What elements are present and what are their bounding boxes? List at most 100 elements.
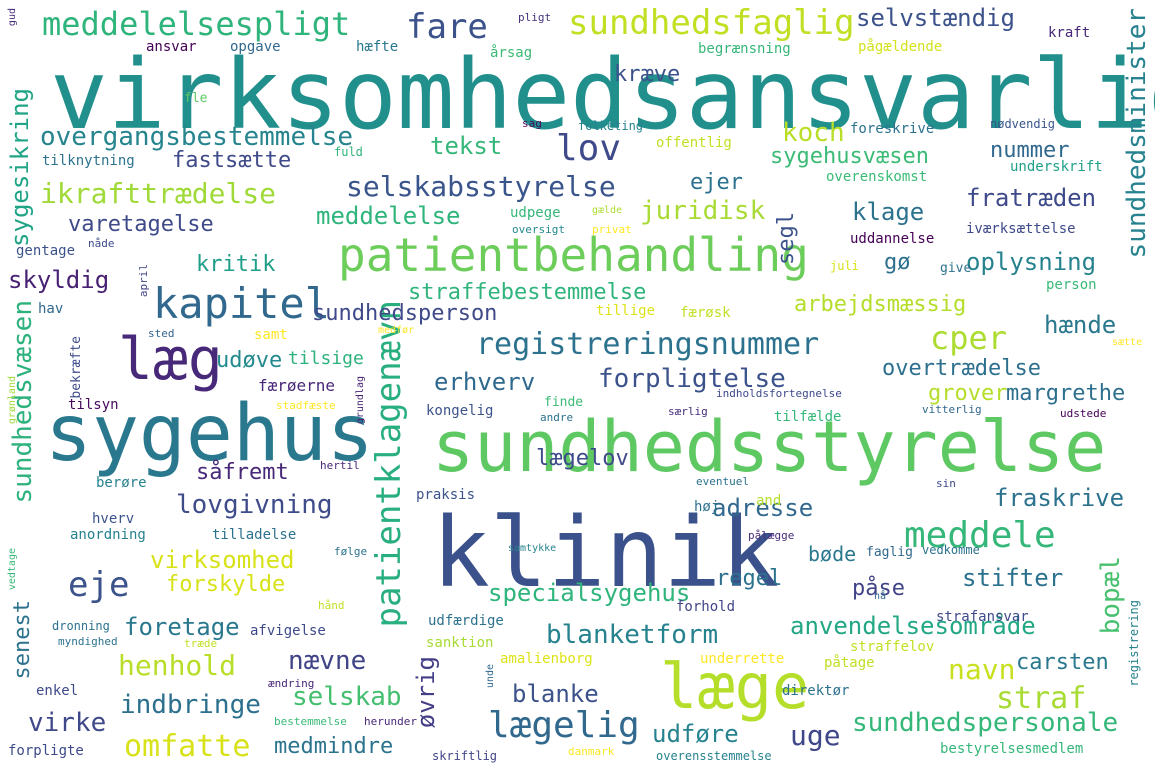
word: anordning [70, 527, 146, 543]
word: udpege [510, 205, 561, 221]
word: nødvendig [990, 117, 1056, 131]
word: overtrædelse [882, 356, 1041, 381]
word: meddele [904, 515, 1056, 556]
word: april [137, 264, 150, 298]
word: tilsyn [68, 397, 119, 413]
word: sygehus [45, 389, 374, 479]
word: kraft [1048, 25, 1091, 41]
word: oversigt [512, 223, 565, 236]
word: samtykke [508, 543, 557, 554]
word: koch [782, 118, 845, 148]
word: såfremt [196, 460, 289, 485]
word: kritik [196, 252, 276, 277]
word: danmark [568, 745, 615, 758]
word: virksomhedsansvarlig [50, 39, 1155, 151]
word: bestyrelsesmedlem [940, 741, 1084, 757]
word: ejer [690, 170, 743, 195]
word: juridisk [640, 196, 766, 226]
word: cper [930, 319, 1008, 357]
word: tilladelse [212, 527, 297, 543]
word: ansvar [146, 39, 197, 55]
word: nåde [88, 237, 115, 250]
word: blanketform [546, 620, 719, 650]
word: træde [184, 637, 218, 650]
word: sin [936, 477, 956, 490]
word: faglig [866, 545, 913, 560]
word: eventuel [696, 475, 749, 488]
word: forpligte [8, 743, 84, 759]
word: påse [852, 576, 905, 601]
word: ændring [268, 677, 315, 690]
word: adresse [712, 494, 814, 522]
word: nummer [990, 138, 1070, 163]
word: eje [68, 565, 130, 605]
word: straf [996, 681, 1087, 716]
word: tilfælde [774, 409, 842, 425]
word: færøsk [680, 305, 731, 321]
word: grundlag [355, 376, 366, 425]
word: myndighed [58, 635, 118, 648]
word: sanktion [426, 635, 494, 651]
word: straffebestemmelse [408, 280, 647, 305]
word: vitterlig [922, 403, 982, 416]
word: meddelelsespligt [42, 5, 351, 43]
word: registreringsnummer [476, 327, 820, 362]
word: nævne [288, 646, 367, 676]
word: skriftlig [432, 749, 498, 763]
word: tilsige [288, 348, 364, 369]
word: forpligtelse [598, 364, 786, 394]
word: sundhedspersonale [852, 708, 1119, 738]
word: sundhedsfaglig [568, 3, 855, 43]
word: nå [874, 591, 887, 602]
word: samt [254, 327, 288, 343]
word: pågældende [858, 39, 943, 55]
word: unde [485, 664, 496, 689]
word: sygehusvæsen [770, 144, 929, 169]
word: underskrift [1010, 159, 1103, 175]
word: andre [540, 411, 574, 424]
word: sag [522, 117, 542, 130]
word: bestemmelse [274, 715, 347, 728]
word: hånd [318, 599, 345, 612]
word: bopæl [1096, 556, 1126, 635]
word: meddelelse [316, 202, 461, 230]
word: sætte [1112, 337, 1143, 348]
word: vedkomme [922, 543, 980, 557]
word: gø [884, 250, 911, 275]
word: overenskomst [826, 169, 928, 185]
word: påtage [824, 655, 875, 671]
word: fastsætte [172, 148, 292, 173]
word: forhold [676, 599, 736, 615]
word: begrænsning [698, 41, 791, 57]
word: særlig [668, 405, 708, 418]
word: fratræden [966, 184, 1097, 212]
word: indbringe [120, 690, 261, 720]
word: sted [148, 327, 175, 340]
word: give [940, 261, 972, 276]
word: fare [406, 7, 488, 47]
word: gælde [592, 205, 623, 216]
word: stifter [962, 564, 1064, 592]
word: enkel [36, 683, 79, 699]
word: selskabsstyrelse [346, 170, 616, 203]
word: lov [556, 128, 622, 169]
word: ikrafttrædelse [40, 177, 277, 210]
word: opgave [230, 39, 281, 55]
word: følge [334, 545, 368, 558]
word: kongelig [426, 403, 494, 419]
word: pligt [518, 11, 552, 24]
word: høj [694, 499, 720, 515]
word: overensstemmelse [656, 749, 772, 763]
word: henhold [118, 649, 237, 682]
word: lovgivning [176, 490, 333, 520]
word: omfatte [124, 729, 251, 764]
word: lægelov [536, 446, 629, 471]
word: grover [928, 381, 1008, 406]
word: specialsygehus [488, 579, 691, 607]
word: dronning [52, 619, 110, 633]
word: person [1046, 277, 1097, 293]
word: uge [790, 719, 841, 752]
word: regel [716, 566, 783, 591]
word: afvigelse [250, 623, 326, 639]
